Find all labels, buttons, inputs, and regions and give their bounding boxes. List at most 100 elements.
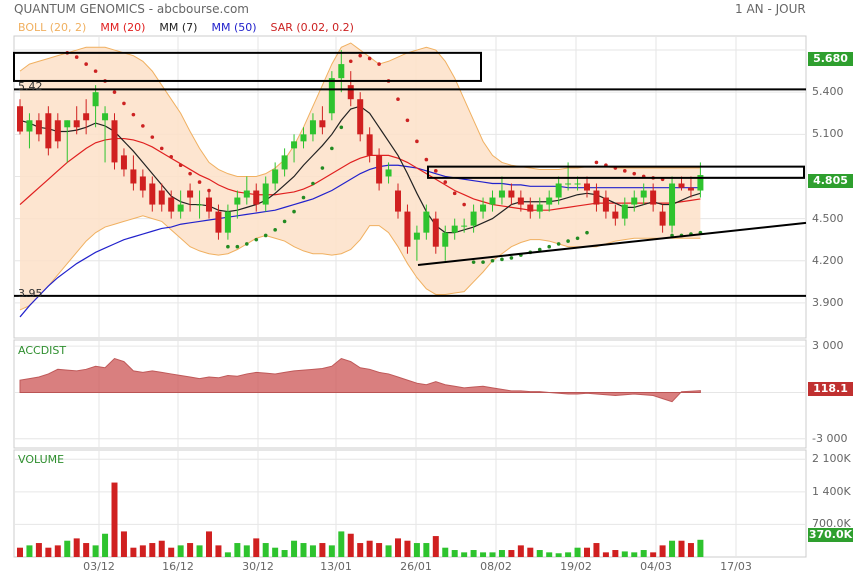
x-tick-label: 30/12 [242, 560, 274, 573]
accdist-y-tick: -3 000 [812, 431, 848, 445]
sar-dot [93, 69, 98, 73]
candle-body [678, 183, 685, 188]
sar-dot [178, 163, 183, 168]
volume-last-badge: 370.0K [808, 528, 853, 542]
candle-body [158, 190, 165, 205]
volume-bar [650, 552, 657, 557]
candle-body [234, 197, 241, 205]
resistance-price-badge: 5.680 [808, 52, 853, 66]
x-tick-label: 17/03 [720, 560, 752, 573]
volume-bar [243, 545, 250, 557]
volume-bar [35, 543, 42, 557]
candle-body [517, 197, 524, 205]
volume-bar [423, 543, 430, 557]
volume-bar [470, 550, 477, 557]
breakout-zone-box [427, 165, 805, 179]
volume-bar [130, 547, 137, 557]
sar-dot [169, 155, 173, 159]
candle-body [565, 183, 572, 185]
candle-body [357, 99, 364, 135]
volume-bar [300, 543, 307, 557]
sar-dot [339, 125, 344, 130]
sar-dot [632, 171, 637, 176]
candle-body [584, 183, 590, 191]
sar-dot [547, 244, 551, 249]
candle-body [64, 120, 71, 128]
volume-bar [404, 540, 411, 557]
volume-bar [612, 550, 619, 557]
sar-dot [150, 135, 155, 139]
volume-bar [64, 540, 71, 557]
volume-bar [536, 550, 543, 557]
candle-body [366, 134, 373, 156]
candle-body [130, 169, 137, 184]
accdist-y-tick: 3 000 [812, 339, 844, 353]
sar-dot [509, 256, 514, 260]
candle-body [111, 120, 118, 163]
volume-bar [659, 545, 666, 557]
volume-bar [565, 552, 572, 557]
candle-body [300, 134, 307, 142]
volume-bar [357, 543, 364, 557]
candle-body [149, 183, 156, 205]
sar-dot [348, 59, 353, 64]
volume-y-tick: 700.0K [812, 517, 851, 531]
sar-dot [594, 160, 599, 165]
candle-body [621, 204, 628, 219]
sar-dot [434, 169, 438, 173]
candle-body [187, 190, 194, 198]
volume-y-tick: 1 400K [812, 484, 851, 498]
sar-dot [226, 244, 230, 249]
candle-body [281, 155, 288, 170]
sar-dot [452, 191, 457, 196]
sar-dot [585, 230, 589, 235]
candle-body [347, 85, 354, 100]
x-tick-label: 04/03 [640, 560, 672, 573]
candle-body [338, 64, 345, 79]
candle-body [404, 211, 411, 247]
sar-dot [122, 101, 126, 106]
sar-dot [358, 53, 363, 58]
legend-item: MM (7) [159, 21, 198, 34]
candle-body [687, 187, 694, 191]
legend-item: SAR (0.02, 0.2) [270, 21, 354, 34]
sar-dot [471, 260, 476, 264]
candle-body [224, 211, 231, 233]
volume-bar [83, 543, 90, 557]
volume-bar [338, 531, 345, 557]
rising-trend-line [417, 221, 807, 266]
volume-bar [593, 543, 600, 557]
candle-body [697, 175, 704, 191]
candle-body [272, 169, 279, 184]
x-tick-label: 19/02 [560, 560, 592, 573]
x-tick-label: 16/12 [162, 560, 194, 573]
sar-dot [537, 247, 542, 252]
sar-dot [556, 242, 561, 246]
sar-dot [273, 228, 277, 232]
volume-bar [584, 547, 590, 557]
volume-bar [291, 540, 298, 557]
volume-bar [621, 551, 628, 557]
volume-bar [158, 540, 165, 557]
sar-dot [159, 146, 164, 151]
candle-body [319, 120, 326, 128]
candle-body [489, 197, 496, 205]
volume-bar [234, 543, 241, 557]
volume-bar [168, 547, 175, 557]
volume-bar [206, 531, 212, 557]
volume-bar [432, 536, 439, 557]
sar-dot [566, 239, 570, 243]
candle-body [480, 204, 487, 212]
sar-dot [301, 195, 306, 200]
legend: BOLL (20, 2) MM (20) MM (7) MM (50) SAR (0.0… [18, 21, 368, 34]
volume-bar [215, 545, 222, 557]
level-label-high: 5.42 [18, 80, 43, 93]
chart-title: QUANTUM GENOMICS - abcbourse.com [14, 2, 249, 16]
candle-body [17, 106, 23, 132]
x-tick-label: 13/01 [320, 560, 352, 573]
candle-body [83, 113, 90, 121]
sar-dot [84, 62, 88, 66]
sar-dot [367, 56, 372, 61]
